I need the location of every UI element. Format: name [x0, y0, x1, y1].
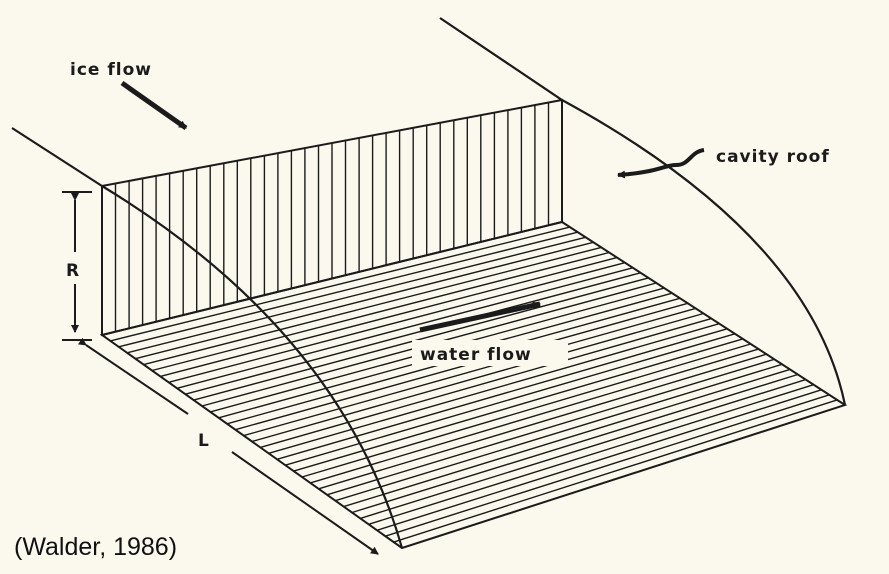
- r-dimension: [62, 191, 92, 341]
- floor-hatch-line: [393, 399, 838, 543]
- floor-hatch-line: [268, 323, 720, 454]
- floor-hatch-line: [135, 241, 594, 360]
- floor-hatch-line: [151, 251, 610, 372]
- water-flow-arrow: [419, 301, 541, 333]
- floor-hatch-line: [385, 394, 830, 537]
- floor-hatch-line: [293, 338, 743, 472]
- floor-hatch-line: [185, 272, 641, 395]
- cavity-roof-curve-back: [439, 17, 847, 406]
- l-label: L: [198, 431, 210, 451]
- ice-flow-label: ice flow: [70, 60, 152, 80]
- floor-hatch-line: [360, 378, 806, 520]
- floor-hatch-line: [301, 343, 751, 478]
- cavity-roof-label: cavity roof: [716, 147, 830, 167]
- floor-hatch-line: [243, 307, 696, 437]
- floor-hatch-line: [168, 262, 626, 383]
- floor-hatch-line: [126, 236, 586, 354]
- floor-hatch-line: [160, 256, 618, 378]
- floor-hatch-line: [351, 373, 799, 514]
- ice-flow-arrow: [120, 80, 188, 131]
- floor-hatch-line: [110, 226, 571, 342]
- floor-hatch-line: [235, 302, 688, 431]
- floor-hatch-line: [251, 312, 704, 443]
- r-label: R: [66, 261, 80, 281]
- floor-hatch-line: [376, 389, 822, 531]
- floor-hatch-line: [143, 246, 602, 366]
- floor-hatching: [110, 226, 838, 543]
- cavity-roof-pointer: [617, 148, 705, 179]
- floor-hatch-line: [260, 317, 712, 449]
- floor-hatch-line: [326, 358, 775, 496]
- floor-hatch-line: [176, 267, 633, 389]
- floor-hatch-line: [310, 348, 759, 484]
- l-dimension: [77, 337, 379, 555]
- citation: (Walder, 1986): [14, 533, 178, 561]
- floor-hatch-line: [276, 328, 728, 460]
- floor-hatch-line: [368, 384, 814, 525]
- water-flow-label-bg: [412, 340, 568, 366]
- floor-hatch-line: [343, 368, 791, 508]
- wall-hatching: [114, 102, 550, 332]
- floor-hatch-line: [335, 363, 783, 502]
- floor-hatch-line: [318, 353, 767, 490]
- cavity-roof-curve-front: [11, 127, 404, 549]
- floor-hatch-line: [193, 277, 649, 401]
- floor-hatch-line: [118, 231, 578, 348]
- water-flow-label: water flow: [420, 345, 532, 365]
